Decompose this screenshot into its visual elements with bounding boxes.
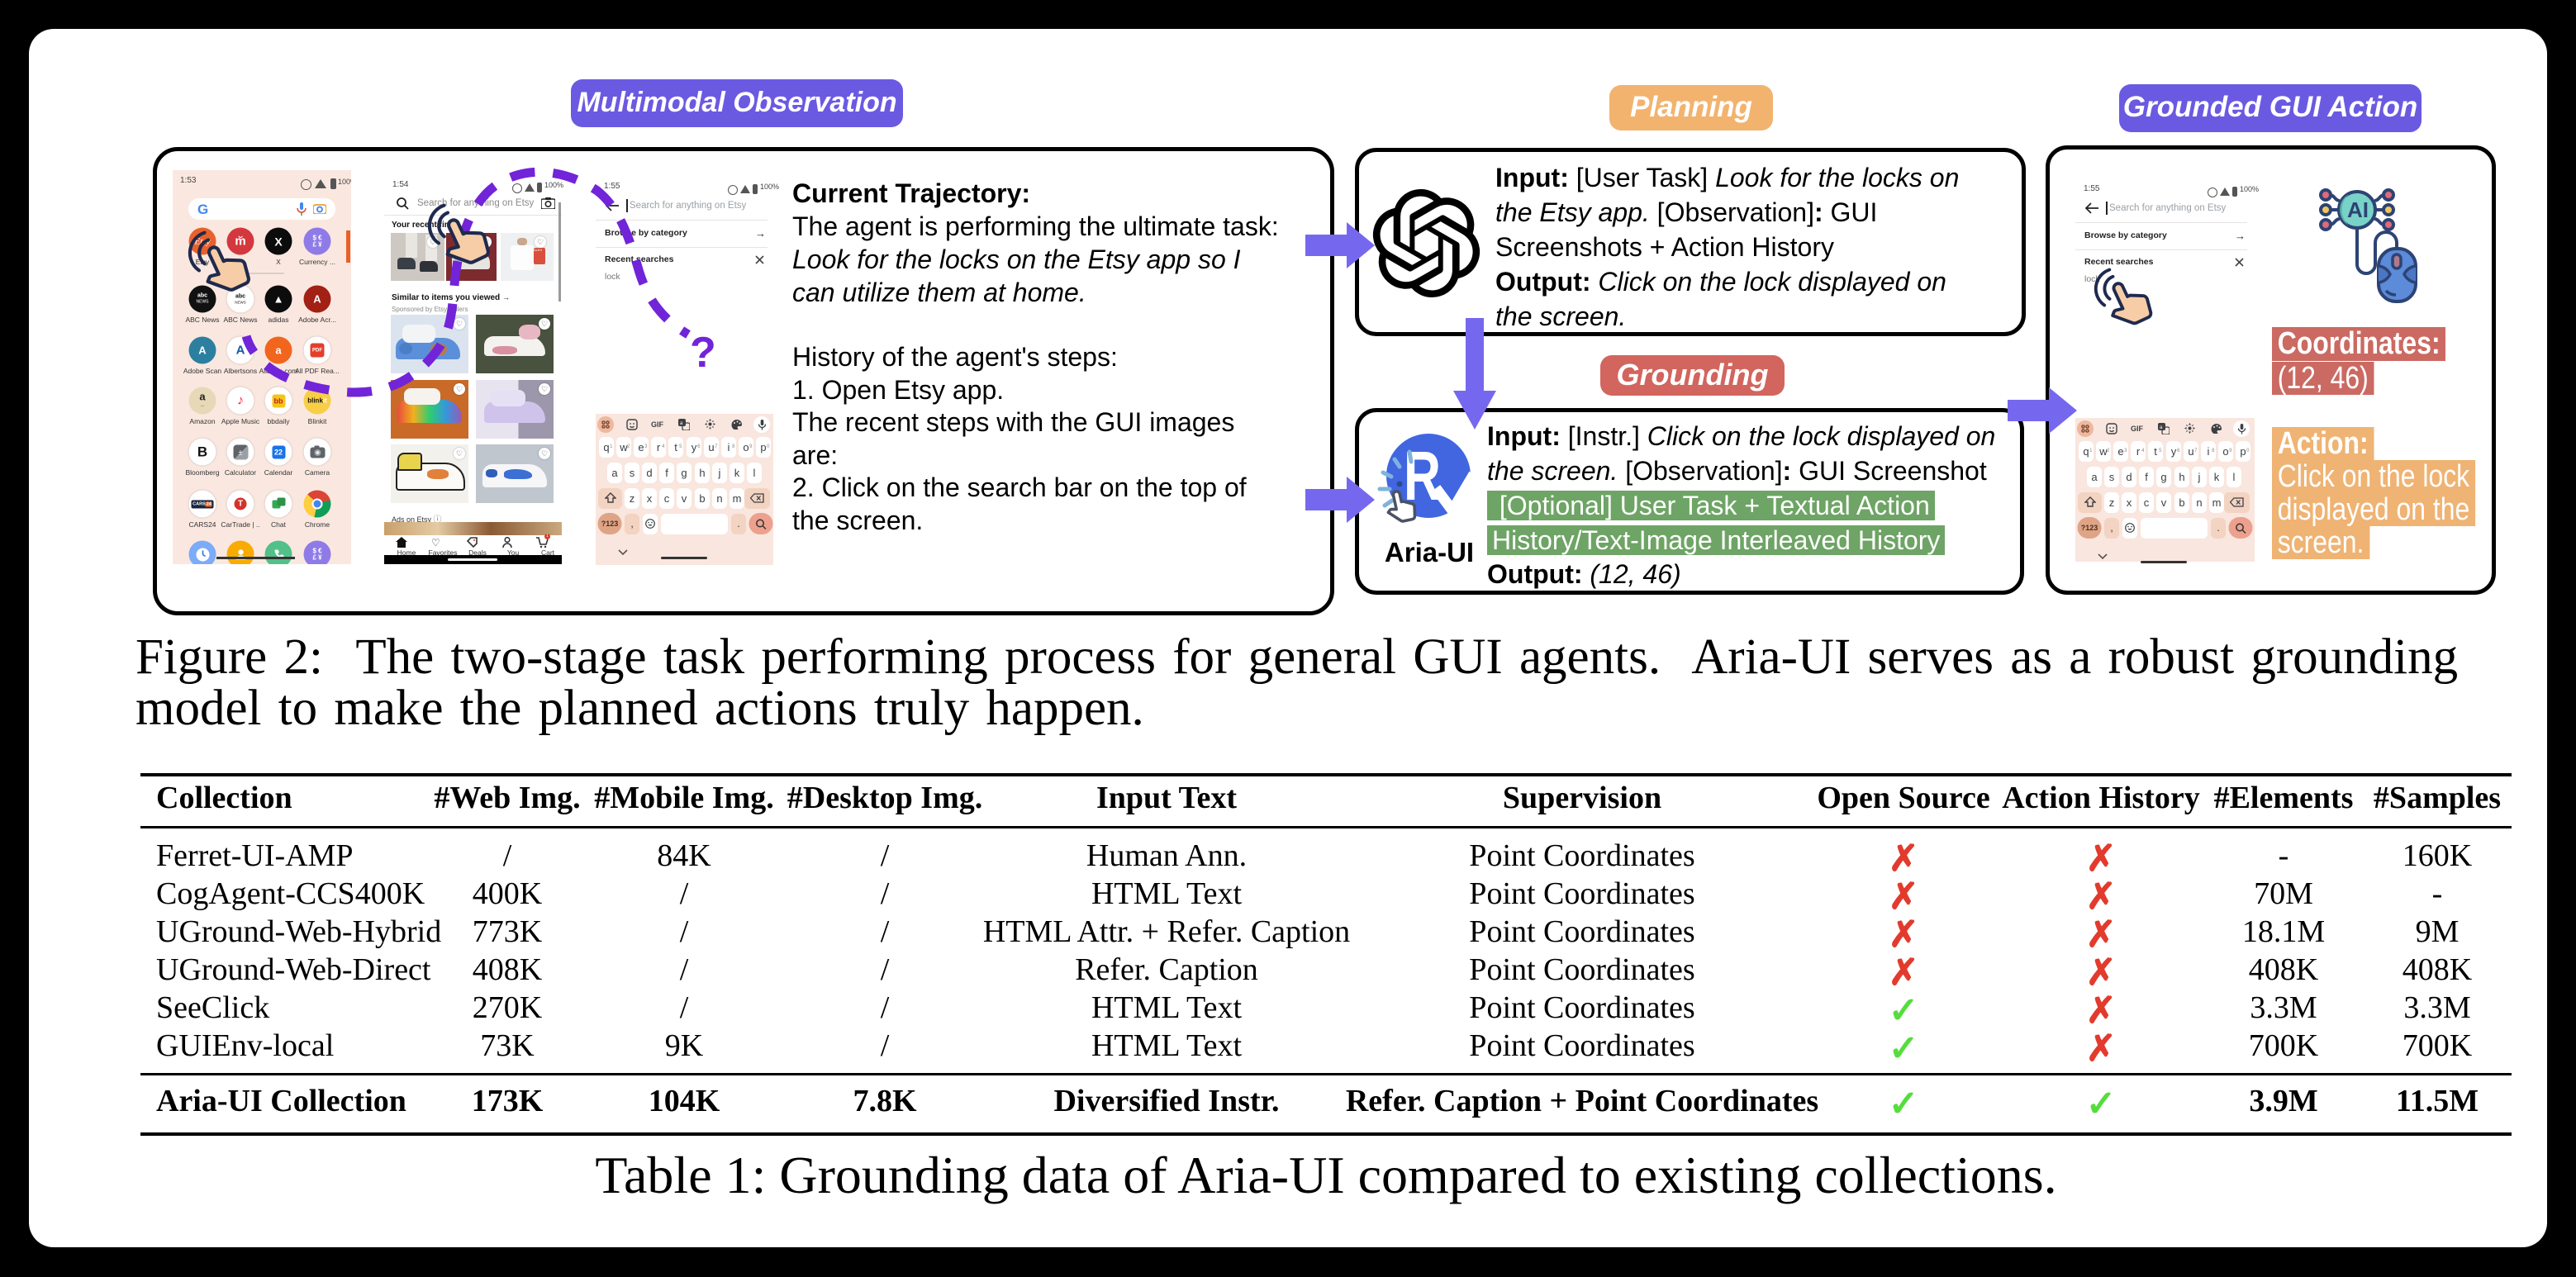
- svg-text:a: a: [2160, 425, 2163, 430]
- svg-text:a: a: [680, 421, 683, 426]
- svg-text:?: ?: [690, 329, 716, 377]
- svg-text:AI: AI: [2347, 197, 2369, 222]
